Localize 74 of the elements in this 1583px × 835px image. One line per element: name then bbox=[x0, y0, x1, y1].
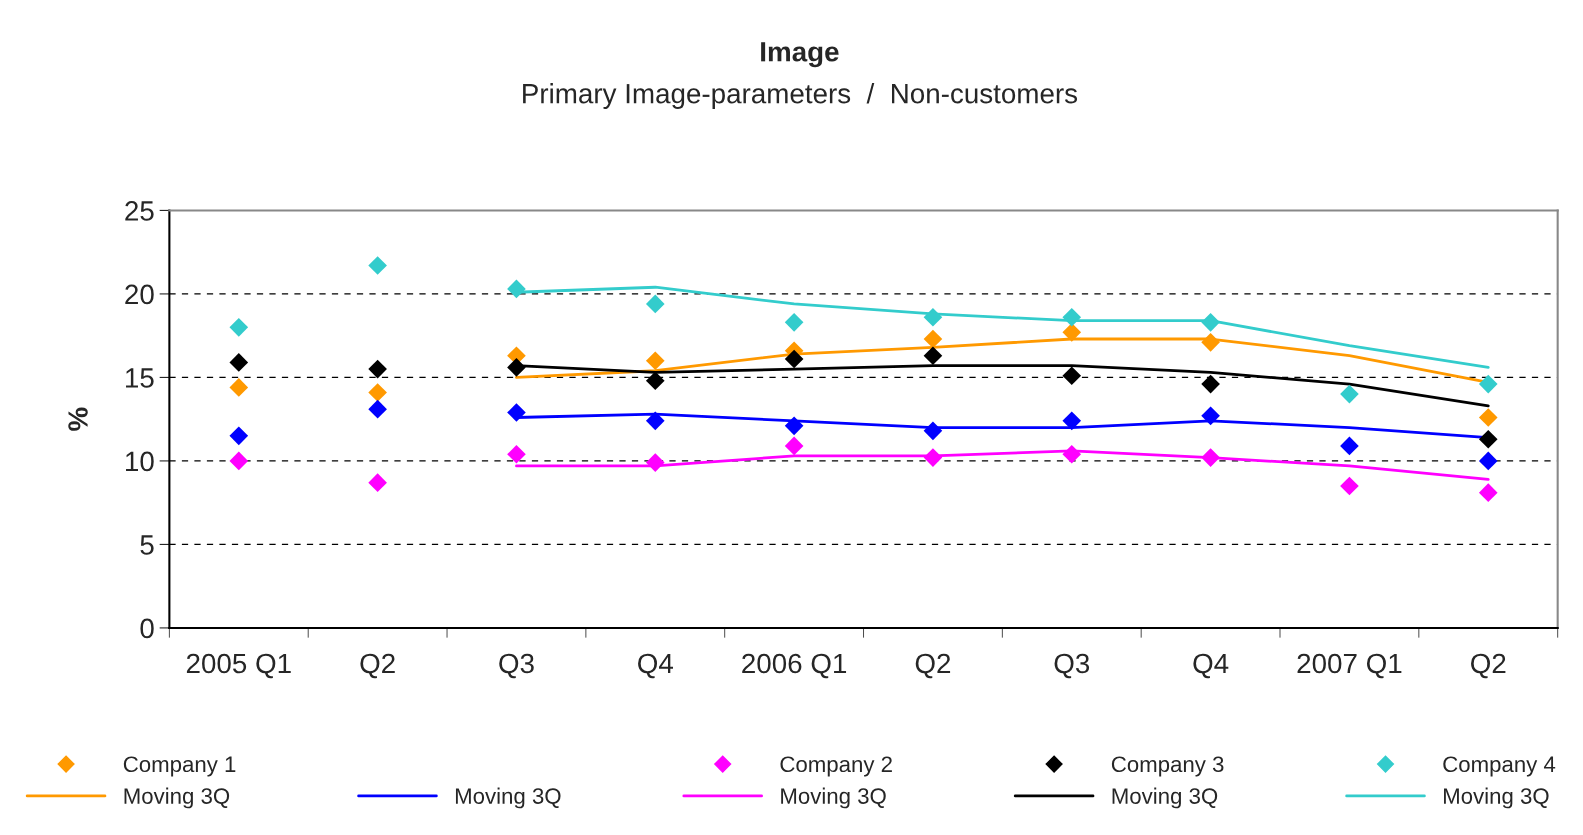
point bbox=[923, 448, 943, 467]
point bbox=[784, 312, 804, 332]
y-tick-label: 10 bbox=[126, 451, 154, 472]
legend-label: Company 3 bbox=[1111, 756, 1224, 777]
x-tick-label: Q2 bbox=[360, 653, 395, 679]
point bbox=[784, 416, 804, 436]
point bbox=[229, 353, 249, 372]
point bbox=[1062, 323, 1082, 342]
legend-label: Company 2 bbox=[780, 756, 892, 777]
legend-label: Company 4 bbox=[1443, 756, 1556, 777]
y-tick-label: 0 bbox=[140, 618, 154, 639]
point bbox=[645, 371, 665, 391]
point bbox=[368, 383, 387, 402]
point bbox=[784, 349, 804, 369]
x-tick-label: Q4 bbox=[638, 653, 673, 679]
y-tick-label: 20 bbox=[125, 284, 154, 305]
legend-label: Company 1 bbox=[123, 756, 236, 777]
point bbox=[1201, 333, 1220, 352]
chart-subtitle: Primary Image-parameters / Non-customers bbox=[523, 83, 1078, 109]
point bbox=[1478, 408, 1498, 427]
x-tick-label: 2007 Q1 bbox=[1297, 653, 1402, 679]
point bbox=[229, 426, 249, 446]
point bbox=[1201, 374, 1220, 394]
point bbox=[645, 411, 665, 431]
legend-label: Moving 3Q bbox=[1444, 787, 1549, 809]
point bbox=[1478, 483, 1498, 502]
legend-label: Moving 3Q bbox=[781, 787, 886, 809]
point bbox=[229, 451, 249, 471]
point bbox=[1201, 448, 1220, 467]
y-tick-label: 5 bbox=[140, 535, 154, 555]
point bbox=[229, 318, 249, 337]
x-tick-label: Q3 bbox=[1054, 653, 1090, 679]
point bbox=[1478, 451, 1498, 471]
point bbox=[507, 403, 526, 422]
y-tick-label: 25 bbox=[125, 201, 154, 221]
point bbox=[923, 346, 943, 366]
point bbox=[923, 307, 943, 327]
chart-title: Image bbox=[761, 42, 839, 68]
point bbox=[1340, 384, 1359, 404]
point bbox=[507, 279, 526, 299]
legend-label: Moving 3Q bbox=[1112, 787, 1218, 809]
point bbox=[1062, 411, 1082, 431]
point bbox=[784, 436, 804, 456]
x-tick-label: Q4 bbox=[1193, 653, 1229, 679]
point bbox=[645, 351, 665, 371]
point bbox=[1478, 374, 1498, 394]
point bbox=[923, 329, 943, 349]
y-axis-title: % bbox=[68, 407, 88, 431]
x-tick-label: Q2 bbox=[915, 653, 951, 679]
point bbox=[1340, 436, 1359, 456]
y-tick-label: 15 bbox=[126, 368, 154, 388]
point bbox=[507, 358, 526, 377]
point bbox=[368, 359, 387, 379]
point bbox=[923, 421, 943, 441]
point bbox=[229, 378, 249, 397]
point bbox=[1062, 366, 1082, 386]
point bbox=[368, 256, 387, 275]
x-tick-label: 2006 Q1 bbox=[742, 653, 847, 679]
point bbox=[645, 453, 665, 472]
point bbox=[645, 294, 665, 314]
point bbox=[1201, 312, 1220, 332]
point bbox=[368, 473, 387, 492]
point bbox=[1201, 406, 1220, 426]
point bbox=[1062, 307, 1082, 327]
point bbox=[1062, 444, 1082, 464]
legend-label: Moving 3Q bbox=[455, 787, 561, 809]
legend-label: Moving 3Q bbox=[124, 787, 230, 809]
point bbox=[507, 444, 526, 464]
x-tick-label: 2005 Q1 bbox=[186, 653, 291, 679]
x-tick-label: Q2 bbox=[1471, 653, 1506, 679]
point bbox=[1478, 429, 1498, 449]
point bbox=[368, 399, 387, 419]
x-tick-label: Q3 bbox=[499, 653, 534, 679]
point bbox=[1340, 476, 1359, 496]
